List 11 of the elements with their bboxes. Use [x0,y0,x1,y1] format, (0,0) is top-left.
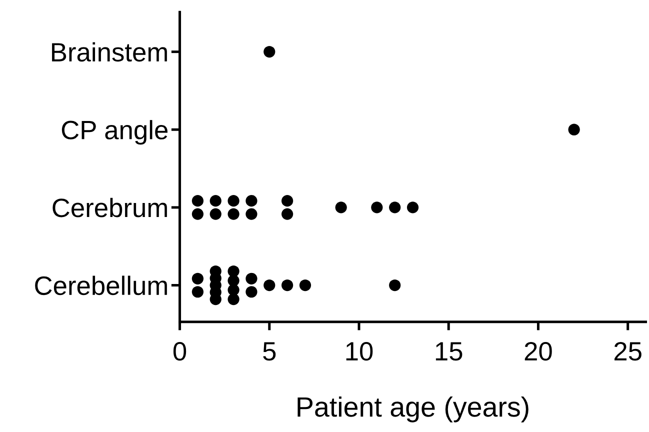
x-tick-label: 15 [436,342,462,361]
y-tick-label: Cerebellum [35,276,167,296]
x-tick-label: 10 [346,342,373,361]
x-axis-title: Patient age (years) [298,396,528,422]
x-tick-label: 20 [524,342,552,361]
y-tick-label: CP angle [62,120,168,145]
y-tick-label: Brainstem [52,42,167,62]
x-tick-label: 0 [173,342,186,361]
x-tick-label: 5 [263,342,276,361]
y-tick-label: Cerebrum [52,198,167,218]
x-tick-label: 25 [614,342,642,361]
